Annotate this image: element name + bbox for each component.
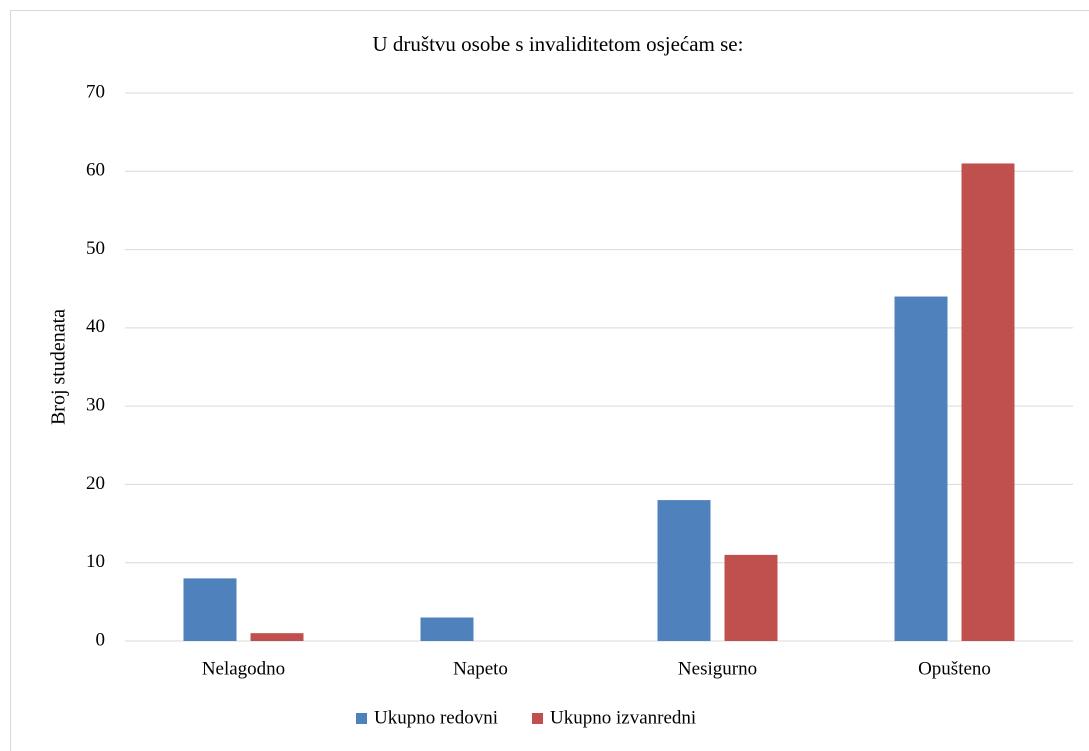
- y-axis-label: Broj studenata: [48, 309, 70, 425]
- bar: [724, 554, 778, 641]
- y-tick-label: 0: [96, 629, 106, 650]
- legend-swatch: [532, 713, 544, 724]
- legend-swatch: [356, 713, 367, 724]
- y-tick-label: 70: [86, 81, 105, 102]
- x-tick-label: Napeto: [453, 658, 508, 679]
- y-tick-label: 60: [86, 160, 105, 181]
- bar: [183, 578, 237, 641]
- legend-label: Ukupno redovni: [374, 707, 498, 728]
- x-tick-label: Nesigurno: [678, 658, 757, 679]
- chart-title: U društvu osobe s invaliditetom osjećam …: [373, 32, 744, 56]
- x-tick-label: Nelagodno: [202, 658, 285, 679]
- y-tick-label: 40: [86, 316, 105, 337]
- bar: [657, 500, 711, 641]
- bar: [420, 617, 474, 641]
- x-tick-label: Opušteno: [918, 658, 991, 679]
- y-tick-label: 50: [86, 238, 105, 259]
- bar: [250, 633, 304, 641]
- legend-label: Ukupno izvanredni: [550, 707, 696, 728]
- bar: [961, 163, 1015, 641]
- bar: [894, 296, 948, 641]
- y-tick-label: 30: [86, 395, 105, 416]
- y-tick-label: 20: [86, 473, 105, 494]
- y-tick-label: 10: [86, 551, 105, 572]
